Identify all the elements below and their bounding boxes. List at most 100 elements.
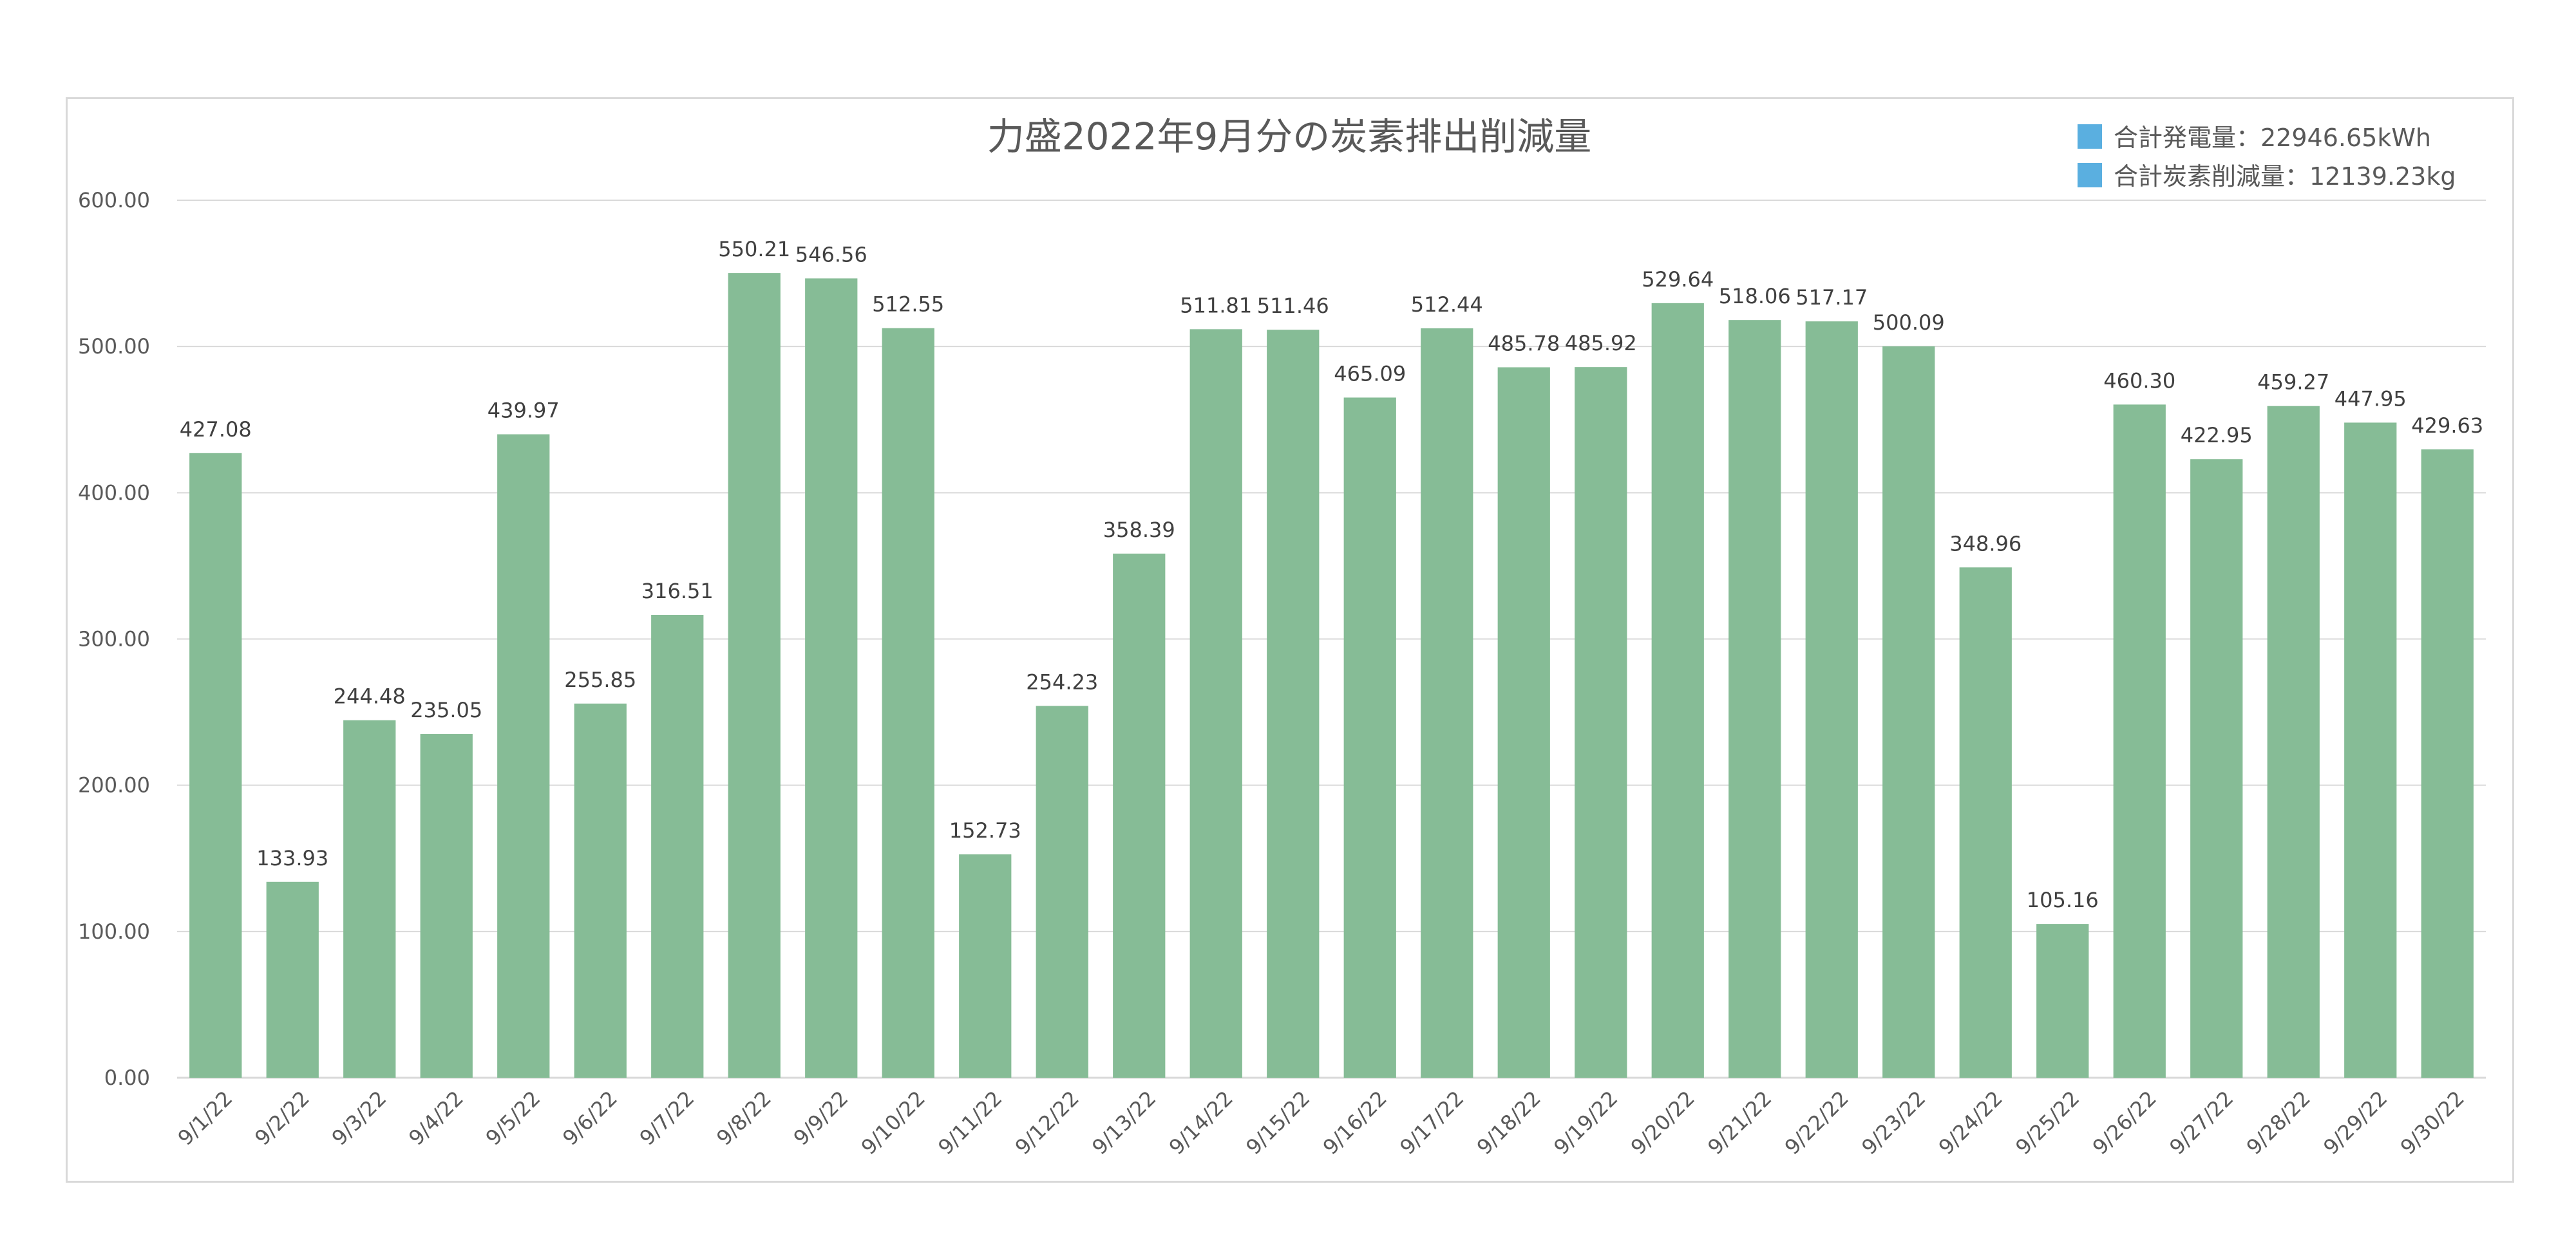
data-label: 512.44 xyxy=(1411,292,1483,317)
bar xyxy=(1113,553,1166,1078)
bar xyxy=(420,734,473,1078)
data-label: 427.08 xyxy=(180,417,252,442)
bar xyxy=(728,273,781,1078)
x-tick-label: 9/11/22 xyxy=(933,1086,1007,1160)
data-label: 429.63 xyxy=(2411,413,2483,438)
data-label: 529.64 xyxy=(1642,267,1714,292)
y-tick-label: 400.00 xyxy=(78,480,150,505)
y-tick-label: 200.00 xyxy=(78,773,150,798)
data-label: 546.56 xyxy=(795,242,867,267)
bar xyxy=(805,278,858,1078)
bar xyxy=(1575,367,1627,1078)
bar xyxy=(1036,706,1088,1078)
data-label: 459.27 xyxy=(2257,370,2329,395)
x-tick-label: 9/20/22 xyxy=(1626,1086,1700,1160)
x-tick-label: 9/22/22 xyxy=(1780,1086,1853,1160)
bar xyxy=(1882,346,1935,1078)
data-label: 133.93 xyxy=(256,846,328,870)
bar xyxy=(497,434,550,1078)
bar xyxy=(1959,567,2012,1078)
data-label: 422.95 xyxy=(2181,423,2253,447)
data-label: 316.51 xyxy=(641,579,714,603)
x-tick-label: 9/7/22 xyxy=(635,1086,699,1151)
bar xyxy=(882,328,934,1078)
data-label: 465.09 xyxy=(1334,361,1406,386)
y-tick-label: 500.00 xyxy=(78,334,150,359)
bar xyxy=(189,453,242,1078)
bar xyxy=(266,881,319,1078)
x-tick-label: 9/28/22 xyxy=(2242,1086,2315,1160)
x-tick-label: 9/26/22 xyxy=(2088,1086,2161,1160)
y-axis: 0.00 100.00 200.00 300.00 400.00 500.00 600.00 xyxy=(78,188,150,1090)
data-label: 485.92 xyxy=(1565,331,1637,355)
x-tick-label: 9/1/22 xyxy=(173,1086,238,1151)
bar xyxy=(1651,303,1704,1078)
data-label: 439.97 xyxy=(488,399,560,423)
x-tick-label: 9/27/22 xyxy=(2164,1086,2238,1160)
x-tick-label: 9/16/22 xyxy=(1318,1086,1392,1160)
data-label: 152.73 xyxy=(949,818,1021,843)
bar xyxy=(2267,406,2320,1078)
x-tick-label: 9/30/22 xyxy=(2396,1086,2469,1160)
data-label: 358.39 xyxy=(1103,518,1175,542)
bar xyxy=(1805,321,1858,1078)
x-tick-label: 9/12/22 xyxy=(1010,1086,1084,1160)
x-tick-label: 9/5/22 xyxy=(481,1086,545,1151)
legend-label-generation: 合計発電量：22946.65kWh xyxy=(2114,124,2431,152)
bar xyxy=(2421,449,2474,1078)
x-tick-label: 9/4/22 xyxy=(404,1086,468,1151)
x-tick-label: 9/2/22 xyxy=(250,1086,314,1151)
bar xyxy=(2036,924,2089,1078)
x-tick-label: 9/9/22 xyxy=(789,1086,853,1151)
x-tick-label: 9/19/22 xyxy=(1549,1086,1622,1160)
gridlines xyxy=(177,200,2486,1079)
x-tick-label: 9/13/22 xyxy=(1087,1086,1160,1160)
data-label: 511.81 xyxy=(1180,293,1252,317)
data-label: 255.85 xyxy=(564,668,636,692)
data-label: 244.48 xyxy=(334,684,406,709)
x-tick-label: 9/17/22 xyxy=(1395,1086,1468,1160)
legend-label-carbon-reduction: 合計炭素削減量：12139.23kg xyxy=(2114,162,2456,191)
bars xyxy=(189,273,2474,1078)
x-tick-label: 9/23/22 xyxy=(1857,1086,1930,1160)
data-label: 500.09 xyxy=(1873,310,1945,335)
bar xyxy=(1343,397,1396,1078)
y-tick-label: 0.00 xyxy=(104,1066,150,1090)
x-tick-label: 9/25/22 xyxy=(2011,1086,2084,1160)
x-tick-label: 9/3/22 xyxy=(327,1086,392,1151)
y-tick-label: 100.00 xyxy=(78,919,150,944)
x-axis: 9/1/22 9/2/22 9/3/22 9/4/22 9/5/22 9/6/22 9/7/… xyxy=(173,1086,2469,1160)
bar xyxy=(2344,422,2397,1078)
bar xyxy=(1421,328,1473,1078)
data-label: 460.30 xyxy=(2103,368,2175,393)
data-label: 235.05 xyxy=(410,698,482,722)
data-label: 550.21 xyxy=(718,237,790,261)
x-tick-label: 9/24/22 xyxy=(1934,1086,2007,1160)
legend: 合計発電量：22946.65kWh 合計炭素削減量：12139.23kg xyxy=(2078,124,2456,191)
bar xyxy=(959,854,1012,1078)
chart-title: 力盛2022年9月分の炭素排出削減量 xyxy=(987,115,1592,158)
data-label: 348.96 xyxy=(1949,531,2022,556)
data-label: 447.95 xyxy=(2334,386,2407,411)
bar xyxy=(2113,404,2166,1078)
y-tick-label: 600.00 xyxy=(78,188,150,212)
data-label: 517.17 xyxy=(1795,285,1868,310)
x-tick-label: 9/15/22 xyxy=(1241,1086,1314,1160)
x-tick-label: 9/8/22 xyxy=(712,1086,776,1151)
data-label: 254.23 xyxy=(1026,670,1098,694)
x-tick-label: 9/18/22 xyxy=(1472,1086,1546,1160)
bar xyxy=(1497,367,1550,1078)
data-label: 105.16 xyxy=(2027,888,2099,912)
x-tick-label: 9/29/22 xyxy=(2318,1086,2392,1160)
legend-swatch-generation xyxy=(2078,124,2102,149)
data-label: 485.78 xyxy=(1488,331,1560,355)
x-tick-label: 9/14/22 xyxy=(1164,1086,1238,1160)
bar xyxy=(2190,459,2243,1078)
data-label: 511.46 xyxy=(1257,294,1329,318)
bar xyxy=(343,720,396,1078)
bar xyxy=(651,614,704,1078)
data-label: 518.06 xyxy=(1719,284,1791,308)
x-tick-label: 9/6/22 xyxy=(558,1086,622,1151)
